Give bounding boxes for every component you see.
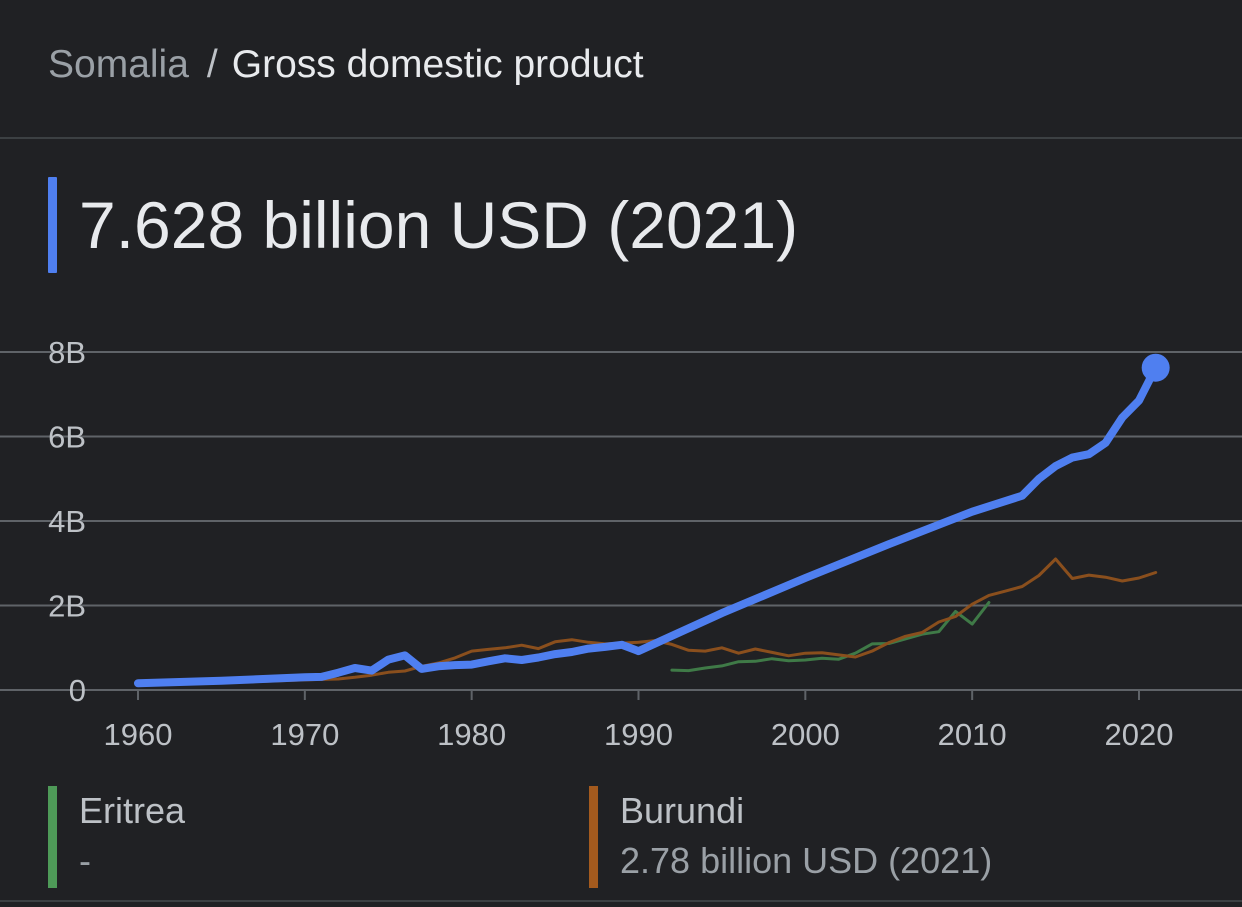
legend-color-bar-burundi bbox=[589, 786, 598, 888]
x-tick-label: 2020 bbox=[1105, 717, 1174, 752]
y-tick-label: 0 bbox=[69, 673, 86, 708]
series-line-burundi bbox=[136, 557, 1158, 685]
legend-color-bar-eritrea bbox=[48, 786, 57, 888]
x-tick-label: 2010 bbox=[938, 717, 1007, 752]
series-line-somalia bbox=[134, 363, 1160, 688]
x-tick-label: 1970 bbox=[270, 717, 339, 752]
x-tick-label: 1990 bbox=[604, 717, 673, 752]
series-markers[interactable] bbox=[1141, 353, 1170, 382]
grid-lines bbox=[0, 351, 1242, 691]
y-axis-ticks: 0 2B 4B 6B 8B bbox=[48, 335, 86, 708]
y-tick-label: 2B bbox=[48, 589, 86, 624]
legend-item-eritrea[interactable]: Eritrea - bbox=[48, 786, 185, 888]
breadcrumb-country-link[interactable]: Somalia bbox=[48, 43, 189, 86]
footer-divider bbox=[0, 900, 1242, 902]
y-tick-label: 6B bbox=[48, 420, 86, 455]
headline-value: 7.628 billion USD (2021) bbox=[79, 188, 799, 262]
legend-name-eritrea: Eritrea bbox=[79, 790, 186, 831]
breadcrumb-separator: / bbox=[206, 43, 218, 86]
x-tick-label: 2000 bbox=[771, 717, 840, 752]
legend-value-burundi: 2.78 billion USD (2021) bbox=[620, 840, 993, 881]
y-tick-label: 4B bbox=[48, 504, 86, 539]
x-axis-ticks: 1960 1970 1980 1990 2000 2010 2020 bbox=[104, 690, 1174, 752]
series-line-eritrea bbox=[670, 601, 991, 673]
x-tick-label: 1980 bbox=[437, 717, 506, 752]
x-tick-label: 1960 bbox=[104, 717, 173, 752]
breadcrumb: Somalia / Gross domestic product bbox=[48, 40, 644, 90]
header-divider bbox=[0, 137, 1242, 139]
gdp-line-chart[interactable]: 0 2B 4B 6B 8B 1960 1970 1980 1990 2000 2010 2020 bbox=[0, 320, 1242, 760]
y-tick-label: 8B bbox=[48, 335, 86, 370]
series-lines bbox=[134, 363, 1160, 688]
legend-name-burundi: Burundi bbox=[620, 790, 745, 831]
headline-accent-bar bbox=[48, 177, 57, 273]
legend-value-eritrea: - bbox=[79, 840, 91, 881]
breadcrumb-current: Gross domestic product bbox=[231, 43, 644, 86]
headline: 7.628 billion USD (2021) bbox=[48, 177, 798, 273]
latest-value-marker[interactable] bbox=[1141, 353, 1170, 382]
legend-item-burundi[interactable]: Burundi 2.78 billion USD (2021) bbox=[589, 786, 992, 888]
